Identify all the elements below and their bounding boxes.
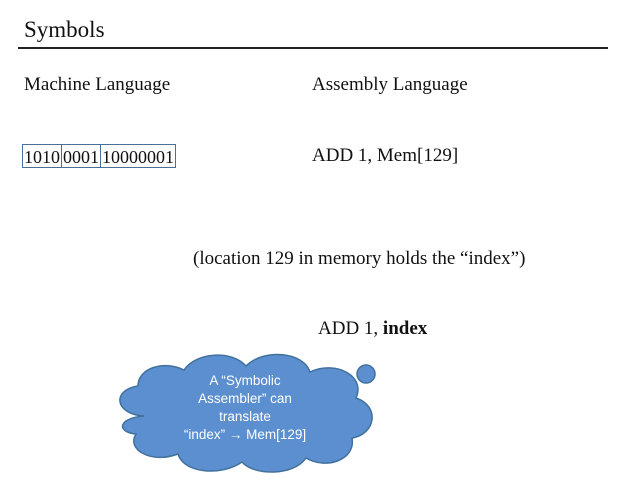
machine-code: 1010 0001 10000001	[22, 144, 176, 168]
memory-location-note: (location 129 in memory holds the “index…	[193, 248, 526, 269]
symbolic-prefix: ADD 1,	[318, 318, 383, 339]
callout-line: A “Symbolic	[209, 373, 281, 388]
callout-line: Assembler” can	[198, 391, 292, 406]
title-divider	[18, 47, 608, 49]
callout-line: “index” → Mem[129]	[183, 427, 307, 442]
callout-line: translate	[219, 409, 271, 424]
thought-bubble-large	[356, 364, 376, 384]
slide-title: Symbols	[24, 17, 105, 42]
operand-bits: 0001	[61, 144, 101, 168]
address-bits: 10000001	[100, 144, 176, 168]
assembly-language-header: Assembly Language	[312, 74, 468, 95]
thought-cloud-icon	[119, 353, 376, 473]
opcode-bits: 1010	[22, 144, 62, 168]
cloud-body	[119, 353, 373, 473]
symbolic-name: index	[382, 318, 428, 339]
callout-text: A “Symbolic Assembler” can translate “in…	[140, 372, 350, 444]
symbolic-instruction: ADD 1, index	[318, 316, 427, 342]
assembly-instruction: ADD 1, Mem[129]	[312, 145, 459, 166]
machine-language-header: Machine Language	[24, 74, 171, 95]
